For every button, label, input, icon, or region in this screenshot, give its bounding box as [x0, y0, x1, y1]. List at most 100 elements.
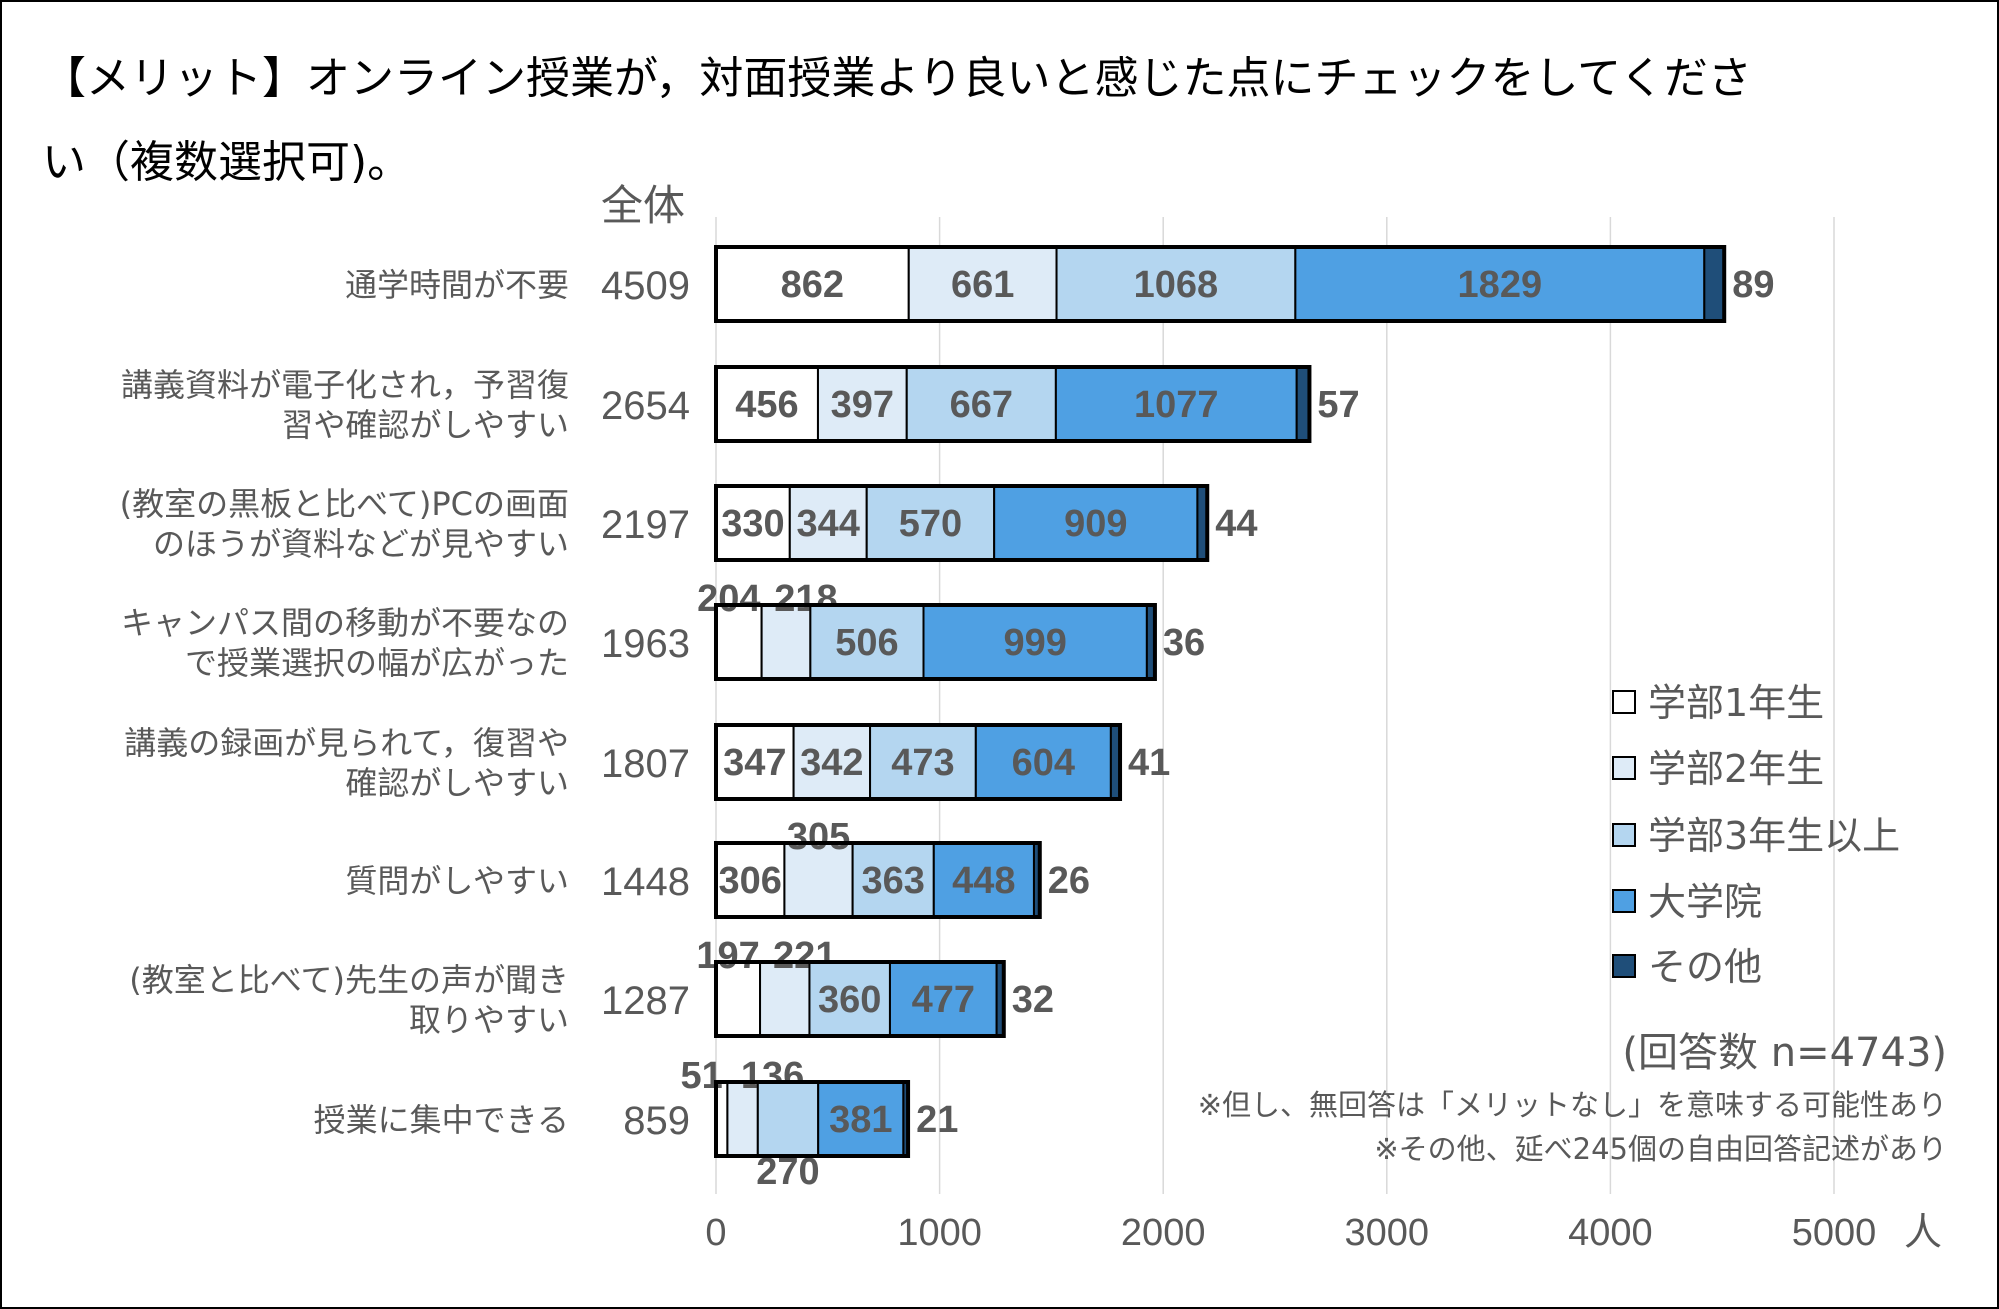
bar-outline: [714, 1080, 911, 1158]
total-value: 2197: [601, 503, 690, 547]
legend-label: その他: [1648, 945, 1762, 989]
category-label: 取りやすい: [409, 1001, 569, 1039]
bar-outline: [714, 365, 1312, 443]
bar-segment: [817, 1081, 905, 1157]
data-label: 862: [781, 264, 844, 306]
bar-segment: [715, 366, 819, 442]
note-1: ※但し、無回答は「メリットなし」を意味する可能性あり: [1197, 1088, 1947, 1122]
data-label: 32: [1012, 979, 1054, 1021]
data-label: 344: [797, 503, 860, 545]
legend-swatch: [1612, 756, 1636, 780]
legend-label: 学部1年生: [1648, 681, 1824, 725]
data-label: 305: [787, 816, 850, 858]
bar-segment: [808, 961, 891, 1037]
total-value: 4509: [601, 264, 690, 308]
data-label: 21: [916, 1099, 958, 1141]
data-label: 448: [952, 860, 1015, 902]
legend-label: 大学院: [1648, 880, 1762, 924]
category-label: 講義の録画が見られて，復習や: [124, 724, 569, 762]
bar-outline: [714, 841, 1042, 919]
data-label: 1077: [1134, 384, 1219, 426]
legend-swatch: [1612, 954, 1636, 978]
legend-swatch: [1612, 823, 1636, 847]
x-tick-label: 5000: [1792, 1212, 1877, 1254]
bar-outline: [714, 603, 1157, 681]
data-label: 1068: [1134, 264, 1219, 306]
bar-segment: [792, 724, 872, 800]
data-label: 570: [899, 503, 962, 545]
data-label: 909: [1064, 503, 1127, 545]
data-label: 204: [697, 578, 760, 620]
legend-swatch: [1612, 889, 1636, 913]
bar-segment: [715, 485, 791, 561]
bar-segment: [1703, 246, 1726, 322]
bar-outline: [714, 484, 1210, 562]
data-label: 41: [1128, 742, 1170, 784]
data-label: 397: [831, 384, 894, 426]
x-unit-label: 人: [1904, 1210, 1942, 1254]
data-label: 999: [1003, 622, 1066, 664]
bar-outline: [714, 723, 1123, 801]
data-label: 363: [861, 860, 924, 902]
data-label: 197: [696, 935, 759, 977]
data-label: 473: [891, 742, 954, 784]
category-label: 講義資料が電子化され，予習復: [121, 366, 569, 404]
bar-segment: [865, 485, 996, 561]
category-label: (教室と比べて)先生の声が聞き: [129, 961, 569, 999]
data-label: 1829: [1458, 264, 1543, 306]
x-tick-label: 3000: [1345, 1212, 1430, 1254]
category-label: キャンパス間の移動が不要なの: [121, 604, 569, 642]
data-label: 347: [723, 742, 786, 784]
category-label: (教室の黒板と比べて)PCの画面: [120, 485, 569, 523]
bar-segment: [1294, 246, 1706, 322]
bar-segment: [756, 1081, 820, 1157]
legend-swatch: [1612, 690, 1636, 714]
bar-segment: [759, 961, 811, 1037]
total-value: 1287: [601, 979, 690, 1023]
category-label: 授業に集中できる: [314, 1101, 569, 1139]
data-label: 306: [719, 860, 782, 902]
data-label: 456: [735, 384, 798, 426]
data-label: 604: [1012, 742, 1075, 784]
bar-segment: [1055, 246, 1297, 322]
x-tick-label: 4000: [1568, 1212, 1653, 1254]
category-label: 確認がしやすい: [345, 764, 569, 802]
category-label: 通学時間が不要: [345, 266, 569, 304]
data-label: 381: [829, 1099, 892, 1141]
data-label: 661: [951, 264, 1014, 306]
data-label: 26: [1048, 860, 1090, 902]
data-label: 330: [721, 503, 784, 545]
legend-label: 学部3年生以上: [1648, 814, 1900, 858]
total-header: 全体: [601, 181, 685, 230]
note-2: ※その他、延べ245個の自由回答記述があり: [1374, 1132, 1947, 1166]
data-label: 89: [1732, 264, 1774, 306]
chart-title-line1: 【メリット】オンライン授業が，対面授業より良いと感じた点にチェックをしてくださ: [42, 53, 1752, 104]
category-label: で授業選択の幅が広がった: [185, 644, 569, 682]
bar-segment: [816, 366, 908, 442]
legend-label: 学部2年生: [1648, 747, 1824, 791]
bar-segment: [869, 724, 977, 800]
x-tick-label: 2000: [1121, 1212, 1206, 1254]
category-label: のほうが資料などが見やすい: [153, 525, 569, 563]
total-value: 859: [623, 1099, 690, 1143]
data-label: 342: [800, 742, 863, 784]
bar-outline: [714, 245, 1727, 323]
data-label: 44: [1215, 503, 1257, 545]
total-value: 1963: [601, 622, 690, 666]
x-tick-label: 0: [705, 1212, 726, 1254]
data-label: 667: [950, 384, 1013, 426]
data-label: 57: [1317, 384, 1359, 426]
data-label: 506: [835, 622, 898, 664]
data-label: 360: [818, 979, 881, 1021]
bar-outline: [714, 960, 1006, 1038]
total-value: 2654: [601, 384, 690, 428]
data-label: 36: [1163, 622, 1205, 664]
total-value: 1807: [601, 742, 690, 786]
category-label: 習や確認がしやすい: [281, 406, 569, 444]
data-label: 477: [912, 979, 975, 1021]
chart-title-line2: い（複数選択可)。: [42, 137, 412, 188]
x-tick-label: 1000: [897, 1212, 982, 1254]
total-value: 1448: [601, 860, 690, 904]
